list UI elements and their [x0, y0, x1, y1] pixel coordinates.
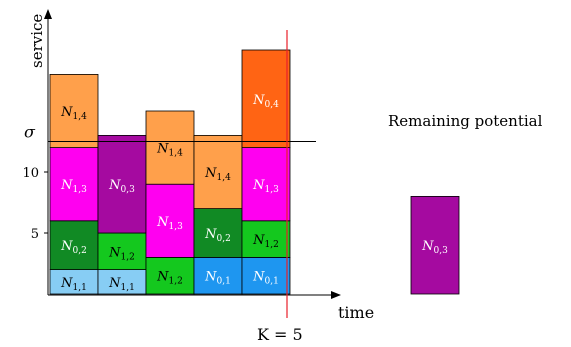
block-col5-1: N0,1: [241, 256, 291, 295]
block-col3-2-rect: [145, 183, 195, 258]
block-col4-3: N1,4: [193, 134, 243, 209]
block-col4-1: N0,1: [193, 256, 243, 295]
block-col2-3: N0,3: [97, 134, 147, 234]
block-col3-3-rect: [145, 110, 195, 185]
x-axis-title: time: [338, 303, 374, 322]
block-col4-2-rect: [193, 208, 243, 258]
block-col2-3-rect: [97, 134, 147, 234]
y-tick-label-5: 5: [31, 227, 39, 242]
service-columns: N1,1 N0,2 N1,3 N1,4 N1,1 N1,2 N0,3 N1,2 N1,3 N1,4…: [49, 49, 291, 295]
y-tick-label-10: 10: [22, 166, 39, 181]
cutoff-label: K = 5: [257, 325, 303, 344]
block-col1-1: N1,1: [49, 269, 99, 295]
block-col1-4: N1,4: [49, 74, 99, 148]
block-col3-2-label: N1,3: [156, 215, 183, 232]
block-col1-4-label: N1,4: [60, 105, 87, 122]
block-col3-3-label: N1,4: [156, 142, 183, 159]
block-col2-1-rect: [97, 269, 147, 295]
block-col1-2: N0,2: [49, 220, 99, 271]
block-col3-1-label: N1,2: [156, 270, 183, 287]
block-col2-1-label: N1,1: [108, 276, 135, 293]
block-col4-2: N0,2: [193, 208, 243, 258]
block-col3-1-rect: [145, 256, 195, 295]
remaining-block-group: N0,3: [410, 195, 460, 295]
sigma-label: σ: [24, 123, 36, 142]
block-col3-1: N1,2: [145, 256, 195, 295]
remaining-potential-label: Remaining potential: [388, 112, 543, 130]
block-col4-1-label: N0,1: [204, 270, 231, 287]
block-col4-3-label: N1,4: [204, 166, 231, 183]
block-col3-2: N1,3: [145, 183, 195, 258]
block-col2-2-label: N1,2: [108, 245, 135, 262]
remaining-block-rect: [410, 195, 460, 295]
block-col2-3-label: N0,3: [108, 178, 135, 195]
block-col1-3: N1,3: [49, 147, 99, 222]
block-col5-2-label: N1,2: [252, 233, 279, 250]
block-col2-2-rect: [97, 232, 147, 270]
block-col1-2-rect: [49, 220, 99, 271]
block-col1-3-label: N1,3: [60, 178, 87, 195]
block-col4-3-rect: [193, 134, 243, 209]
block-col1-1-rect: [49, 269, 99, 295]
block-col1-2-label: N0,2: [60, 239, 87, 256]
block-col5-3-rect: [241, 147, 291, 222]
block-col5-2: N1,2: [241, 220, 291, 258]
block-col5-4-rect: [241, 49, 291, 148]
block-col5-3-label: N1,3: [252, 178, 279, 195]
block-col1-1-label: N1,1: [60, 276, 87, 293]
block-col5-1-label: N0,1: [252, 270, 279, 287]
block-col4-1-rect: [193, 256, 243, 295]
block-col5-3: N1,3: [241, 147, 291, 222]
block-col4-2-label: N0,2: [204, 227, 231, 244]
block-col2-1: N1,1: [97, 269, 147, 295]
block-col3-3: N1,4: [145, 110, 195, 185]
block-col5-4: N0,4: [241, 49, 291, 148]
block-col5-2-rect: [241, 220, 291, 258]
y-axis-title: service: [28, 14, 46, 68]
block-col1-3-rect: [49, 147, 99, 222]
remaining-block-label: N0,3: [421, 239, 448, 256]
remaining-block: N0,3: [410, 195, 460, 295]
block-col5-4-label: N0,4: [252, 93, 279, 110]
block-col2-2: N1,2: [97, 232, 147, 270]
block-col1-4-rect: [49, 74, 99, 148]
block-col5-1-rect: [241, 256, 291, 295]
y-axis-ticks: 5 10: [22, 166, 48, 242]
